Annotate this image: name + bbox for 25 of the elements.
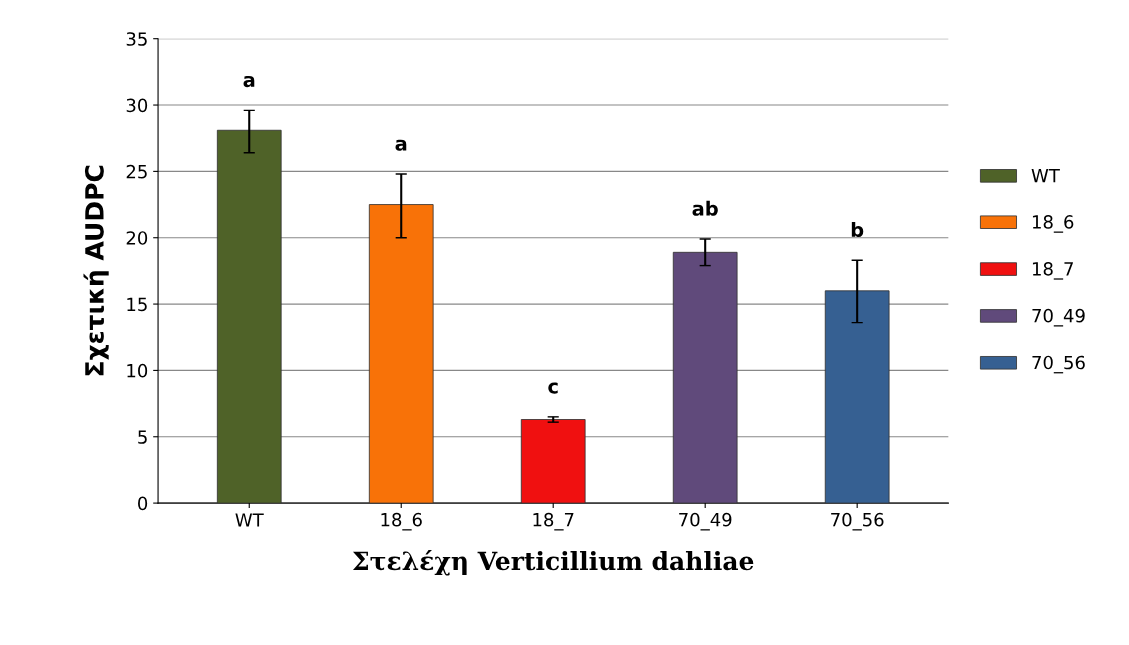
x-tick-label: 18_7 xyxy=(533,512,574,531)
annotation: c xyxy=(548,382,558,394)
legend-label: 70_49 xyxy=(1032,308,1085,327)
y-tick-label: 0 xyxy=(138,496,148,511)
legend-label: 18_7 xyxy=(1032,261,1073,280)
x-tick-label: WT xyxy=(235,513,264,527)
y-tick-label: 25 xyxy=(126,164,147,179)
annotation: a xyxy=(395,139,407,151)
y-tick-label: 15 xyxy=(127,297,147,312)
x-axis-title: Στελέχη Verticillium dahliae xyxy=(352,549,754,576)
y-tick-label: 30 xyxy=(126,98,148,113)
legend-label: 70_56 xyxy=(1032,355,1085,374)
y-tick-label: 10 xyxy=(127,363,148,378)
legend-label: WT xyxy=(1031,168,1060,183)
y-tick-label: 5 xyxy=(138,430,147,444)
x-tick-label: 18_6 xyxy=(381,512,422,531)
y-axis-title: Σχετική AUDPC xyxy=(83,165,109,376)
x-tick-label: 70_56 xyxy=(831,512,884,531)
y-tick-label: 35 xyxy=(126,32,147,46)
annotation: ab xyxy=(692,200,718,216)
legend-label: 18_6 xyxy=(1032,215,1074,233)
annotation: a xyxy=(243,75,255,88)
x-tick-label: 70_49 xyxy=(679,512,732,531)
annotation: b xyxy=(851,222,864,238)
y-tick-label: 20 xyxy=(126,231,148,245)
